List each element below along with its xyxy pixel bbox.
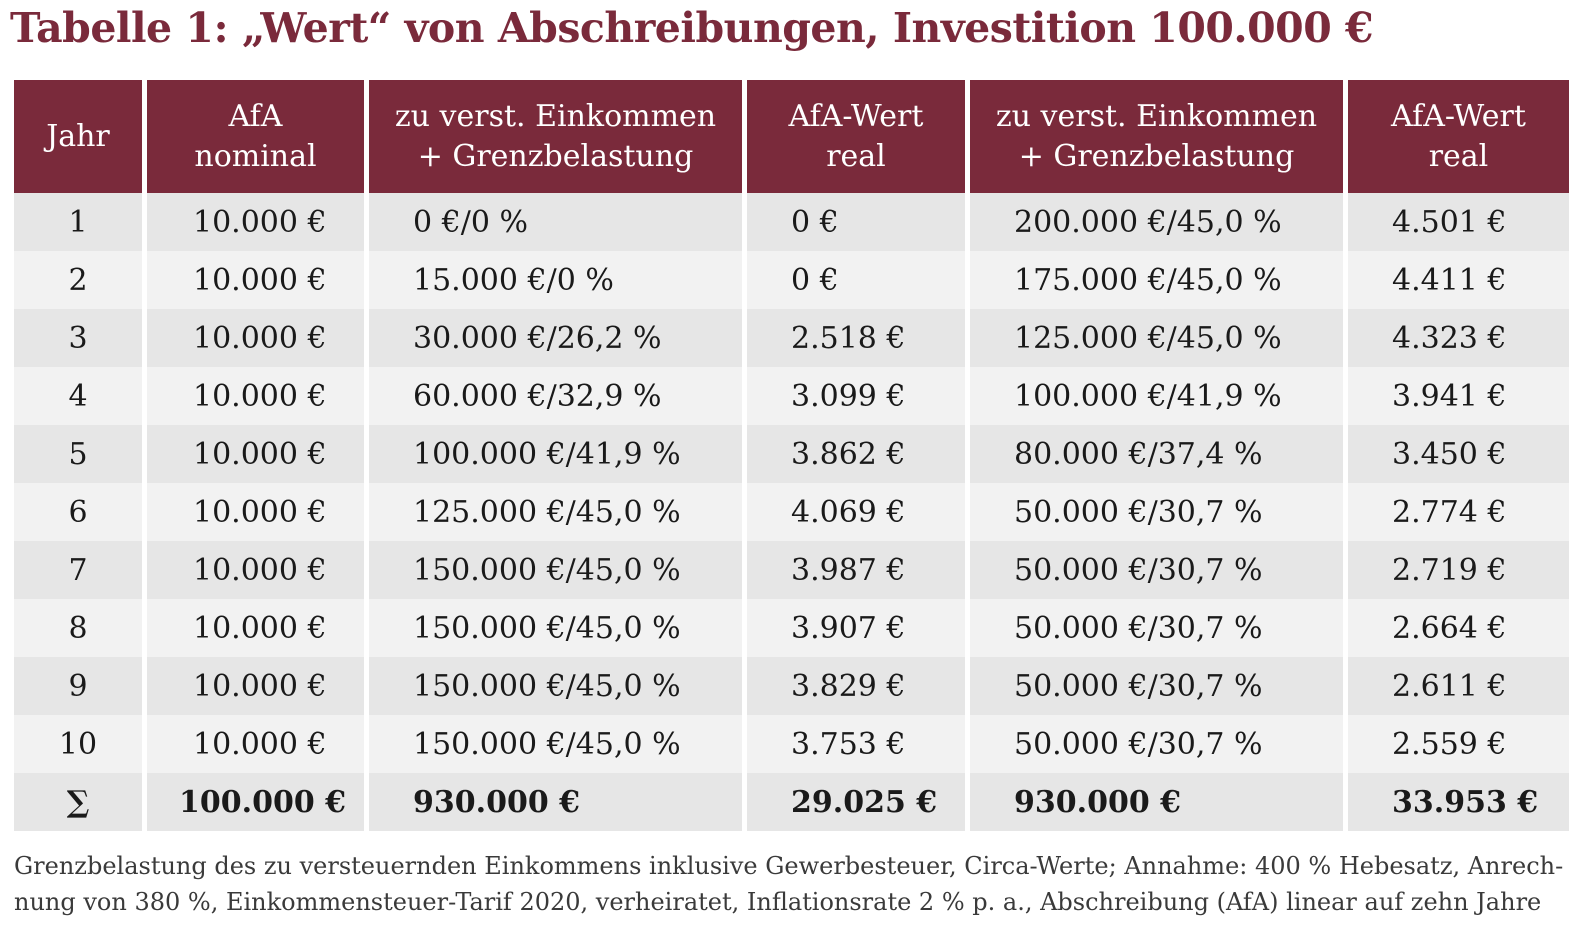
cell-afa-real-2: 4.323 € <box>1348 309 1569 367</box>
cell-income-2: 50.000 €/30,7 % <box>970 541 1343 599</box>
cell-year: 8 <box>14 599 142 657</box>
cell-income-2: 200.000 €/45,0 % <box>970 193 1343 251</box>
cell-income-1: 15.000 €/0 % <box>369 251 742 309</box>
cell-year: 2 <box>14 251 142 309</box>
cell-afa-nominal: 10.000 € <box>147 251 364 309</box>
cell-income-1: 150.000 €/45,0 % <box>369 599 742 657</box>
cell-afa-real-1: 3.862 € <box>747 425 965 483</box>
cell-afa-real-1: 0 € <box>747 251 965 309</box>
cell-income-1: 100.000 €/41,9 % <box>369 425 742 483</box>
sum-income-2: 930.000 € <box>970 773 1343 831</box>
table-sum-row: ∑ 100.000 € 930.000 € 29.025 € 930.000 €… <box>14 773 1569 831</box>
depreciation-table: Jahr AfA nominal zu verst. Einkommen + Gre… <box>9 80 1574 831</box>
table-row: 5 10.000 € 100.000 €/41,9 % 3.862 € 80.0… <box>14 425 1569 483</box>
sum-income-1: 930.000 € <box>369 773 742 831</box>
cell-afa-real-1: 3.753 € <box>747 715 965 773</box>
cell-afa-real-2: 2.611 € <box>1348 657 1569 715</box>
cell-afa-nominal: 10.000 € <box>147 599 364 657</box>
cell-afa-real-1: 0 € <box>747 193 965 251</box>
table-row: 8 10.000 € 150.000 €/45,0 % 3.907 € 50.0… <box>14 599 1569 657</box>
cell-year: 6 <box>14 483 142 541</box>
cell-afa-nominal: 10.000 € <box>147 309 364 367</box>
sum-afa-nominal: 100.000 € <box>147 773 364 831</box>
cell-afa-nominal: 10.000 € <box>147 193 364 251</box>
cell-afa-real-2: 3.941 € <box>1348 367 1569 425</box>
cell-afa-real-1: 3.829 € <box>747 657 965 715</box>
cell-year: 9 <box>14 657 142 715</box>
cell-year: 5 <box>14 425 142 483</box>
header-jahr: Jahr <box>14 80 142 193</box>
cell-afa-nominal: 10.000 € <box>147 657 364 715</box>
table-row: 2 10.000 € 15.000 €/0 % 0 € 175.000 €/45… <box>14 251 1569 309</box>
cell-income-2: 50.000 €/30,7 % <box>970 483 1343 541</box>
table-title: Tabelle 1: „Wert“ von Abschreibungen, In… <box>10 4 1374 52</box>
table-row: 1 10.000 € 0 €/0 % 0 € 200.000 €/45,0 % … <box>14 193 1569 251</box>
cell-income-2: 80.000 €/37,4 % <box>970 425 1343 483</box>
cell-afa-nominal: 10.000 € <box>147 541 364 599</box>
sum-afa-real-2: 33.953 € <box>1348 773 1569 831</box>
cell-income-2: 50.000 €/30,7 % <box>970 715 1343 773</box>
table-row: 6 10.000 € 125.000 €/45,0 % 4.069 € 50.0… <box>14 483 1569 541</box>
cell-afa-real-1: 2.518 € <box>747 309 965 367</box>
table-row: 3 10.000 € 30.000 €/26,2 % 2.518 € 125.0… <box>14 309 1569 367</box>
cell-year: 1 <box>14 193 142 251</box>
cell-income-2: 125.000 €/45,0 % <box>970 309 1343 367</box>
footnote-line-2: nung von 380 %, Einkommensteuer-Tarif 20… <box>14 888 1542 916</box>
cell-income-2: 50.000 €/30,7 % <box>970 657 1343 715</box>
cell-income-1: 125.000 €/45,0 % <box>369 483 742 541</box>
cell-income-1: 30.000 €/26,2 % <box>369 309 742 367</box>
table-header-row: Jahr AfA nominal zu verst. Einkommen + Gre… <box>14 80 1569 193</box>
cell-afa-real-2: 4.411 € <box>1348 251 1569 309</box>
table-footnote: Grenzbelastung des zu versteuernden Eink… <box>14 848 1584 920</box>
table-row: 4 10.000 € 60.000 €/32,9 % 3.099 € 100.0… <box>14 367 1569 425</box>
cell-income-2: 175.000 €/45,0 % <box>970 251 1343 309</box>
cell-income-1: 150.000 €/45,0 % <box>369 541 742 599</box>
cell-afa-real-1: 3.099 € <box>747 367 965 425</box>
cell-afa-real-1: 3.907 € <box>747 599 965 657</box>
cell-year: 4 <box>14 367 142 425</box>
cell-income-1: 150.000 €/45,0 % <box>369 715 742 773</box>
sum-symbol: ∑ <box>14 773 142 831</box>
cell-afa-real-2: 4.501 € <box>1348 193 1569 251</box>
cell-afa-nominal: 10.000 € <box>147 483 364 541</box>
cell-year: 7 <box>14 541 142 599</box>
cell-year: 3 <box>14 309 142 367</box>
header-afa-real-2: AfA-Wert real <box>1348 80 1569 193</box>
cell-afa-real-1: 4.069 € <box>747 483 965 541</box>
cell-afa-real-2: 2.774 € <box>1348 483 1569 541</box>
header-afa-real-1: AfA-Wert real <box>747 80 965 193</box>
table-row: 10 10.000 € 150.000 €/45,0 % 3.753 € 50.… <box>14 715 1569 773</box>
header-income-1: zu verst. Einkommen + Grenzbelastung <box>369 80 742 193</box>
cell-year: 10 <box>14 715 142 773</box>
cell-income-1: 60.000 €/32,9 % <box>369 367 742 425</box>
cell-afa-nominal: 10.000 € <box>147 715 364 773</box>
cell-afa-real-1: 3.987 € <box>747 541 965 599</box>
table-row: 7 10.000 € 150.000 €/45,0 % 3.987 € 50.0… <box>14 541 1569 599</box>
cell-afa-nominal: 10.000 € <box>147 367 364 425</box>
table-row: 9 10.000 € 150.000 €/45,0 % 3.829 € 50.0… <box>14 657 1569 715</box>
sum-afa-real-1: 29.025 € <box>747 773 965 831</box>
cell-income-2: 50.000 €/30,7 % <box>970 599 1343 657</box>
cell-afa-real-2: 2.719 € <box>1348 541 1569 599</box>
cell-afa-real-2: 2.664 € <box>1348 599 1569 657</box>
cell-income-1: 150.000 €/45,0 % <box>369 657 742 715</box>
cell-afa-real-2: 2.559 € <box>1348 715 1569 773</box>
cell-afa-real-2: 3.450 € <box>1348 425 1569 483</box>
cell-income-2: 100.000 €/41,9 % <box>970 367 1343 425</box>
header-afa-nominal: AfA nominal <box>147 80 364 193</box>
footnote-line-1: Grenzbelastung des zu versteuernden Eink… <box>14 852 1564 880</box>
cell-income-1: 0 €/0 % <box>369 193 742 251</box>
cell-afa-nominal: 10.000 € <box>147 425 364 483</box>
header-income-2: zu verst. Einkommen + Grenzbelastung <box>970 80 1343 193</box>
